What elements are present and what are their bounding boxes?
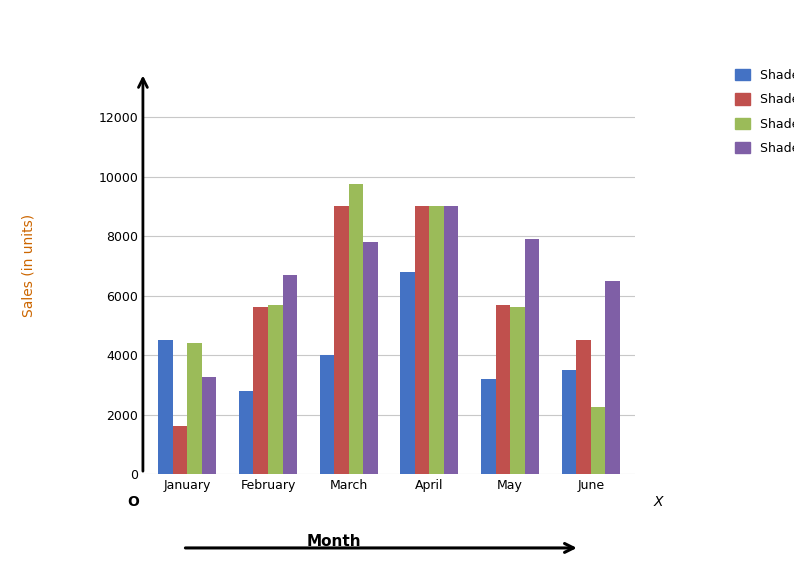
Bar — [202, 377, 216, 474]
Bar — [158, 340, 173, 474]
Bar — [349, 184, 363, 474]
Bar — [173, 427, 187, 474]
Y-axis label: Sales (in units): Sales (in units) — [21, 214, 36, 317]
Bar — [444, 206, 458, 474]
Bar — [334, 206, 349, 474]
Bar — [363, 242, 378, 474]
Bar — [525, 239, 539, 474]
Bar — [591, 407, 605, 474]
Bar — [481, 379, 495, 474]
Text: X: X — [653, 495, 663, 509]
Bar — [268, 305, 283, 474]
Bar — [400, 272, 415, 474]
Bar — [510, 307, 525, 474]
Bar — [253, 307, 268, 474]
Bar — [430, 206, 444, 474]
Bar — [495, 305, 510, 474]
Text: O: O — [127, 495, 139, 509]
Legend: Shade 1, Shade 2, Shade 3, Shade 4: Shade 1, Shade 2, Shade 3, Shade 4 — [730, 64, 794, 160]
Bar — [576, 340, 591, 474]
Bar — [562, 370, 576, 474]
Bar — [605, 281, 620, 474]
Bar — [239, 391, 253, 474]
Bar — [415, 206, 430, 474]
Bar — [283, 275, 297, 474]
Bar — [320, 355, 334, 474]
Bar — [187, 343, 202, 474]
Text: Month: Month — [306, 534, 360, 549]
